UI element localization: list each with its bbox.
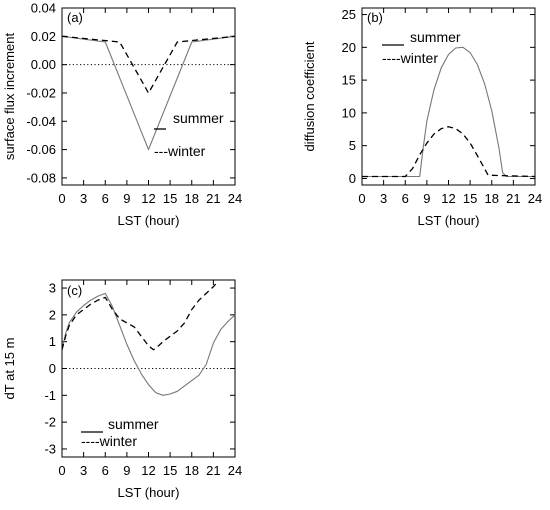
x-tick-label: 21 <box>206 463 220 478</box>
panel-label: (a) <box>67 10 83 25</box>
y-tick-label: 2 <box>49 307 56 322</box>
y-tick-label: -0.04 <box>26 114 56 129</box>
panel-label: (c) <box>67 283 82 298</box>
x-tick-label: 9 <box>123 463 130 478</box>
y-tick-label: 3 <box>49 281 56 296</box>
x-axis-label: LST (hour) <box>118 213 180 228</box>
x-tick-label: 24 <box>228 191 242 206</box>
x-tick-label: 3 <box>380 191 387 206</box>
panel-label: (b) <box>367 10 383 25</box>
x-tick-label: 12 <box>141 191 155 206</box>
x-tick-label: 15 <box>163 463 177 478</box>
y-tick-label: -1 <box>44 388 56 403</box>
y-tick-label: 0.04 <box>31 1 56 16</box>
legend-entry: ----winter <box>382 50 438 66</box>
y-tick-label: 25 <box>342 7 356 22</box>
y-tick-label: 10 <box>342 105 356 120</box>
series-line-winter <box>61 282 218 351</box>
legend-entry: summer <box>173 110 224 126</box>
y-axis-label: dT at 15 m <box>2 338 17 400</box>
legend: summer ---winter <box>154 110 224 159</box>
y-tick-label: 1 <box>49 334 56 349</box>
x-tick-label: 21 <box>506 191 520 206</box>
y-tick-label: -0.06 <box>26 142 56 157</box>
x-tick-label: 6 <box>102 191 109 206</box>
y-tick-label: -2 <box>44 415 56 430</box>
x-tick-label: 9 <box>423 191 430 206</box>
y-tick-label: 20 <box>342 40 356 55</box>
x-tick-label: 24 <box>528 191 542 206</box>
x-tick-label: 3 <box>80 191 87 206</box>
x-tick-label: 21 <box>206 191 220 206</box>
y-axis-label: diffusion coefficient <box>302 41 317 151</box>
x-tick-label: 15 <box>163 191 177 206</box>
legend: summer----winter <box>81 416 159 449</box>
series-line-winter <box>61 35 236 94</box>
x-tick-label: 9 <box>123 191 130 206</box>
series-line-summer <box>61 292 236 396</box>
legend-entry: ----winter <box>81 433 137 449</box>
plot-frame <box>61 7 236 186</box>
series-line-winter <box>362 126 536 178</box>
x-axis-label: LST (hour) <box>418 213 480 228</box>
x-tick-label: 18 <box>185 191 199 206</box>
x-tick-label: 12 <box>441 191 455 206</box>
x-tick-label: 6 <box>102 463 109 478</box>
x-axis-label: LST (hour) <box>118 485 180 500</box>
x-tick-label: 18 <box>485 191 499 206</box>
y-tick-label: 5 <box>349 138 356 153</box>
x-tick-label: 0 <box>358 191 365 206</box>
y-axis-label: surface flux increment <box>2 33 17 161</box>
legend-entry: summer <box>410 29 461 45</box>
x-tick-label: 18 <box>185 463 199 478</box>
x-tick-label: 0 <box>58 463 65 478</box>
series-line-summer <box>362 46 535 178</box>
x-tick-label: 15 <box>463 191 477 206</box>
legend-entry: summer <box>108 416 159 432</box>
y-tick-label: 0 <box>349 171 356 186</box>
x-tick-label: 24 <box>228 463 242 478</box>
panel-a: 0 3 6 9 12 15 18 21 24 -0.08 -0.06 -0.04 -0.02 0.00 0.… <box>2 1 242 229</box>
y-tick-label: 0 <box>49 361 56 376</box>
series-line-summer <box>61 35 236 151</box>
y-tick-label: -0.02 <box>26 85 56 100</box>
legend-entry: ---winter <box>154 143 206 159</box>
x-tick-label: 6 <box>402 191 409 206</box>
y-tick-label: 0.00 <box>31 57 56 72</box>
y-tick-label: -0.08 <box>26 170 56 185</box>
x-tick-label: 0 <box>58 191 65 206</box>
y-tick-label: 0.02 <box>31 29 56 44</box>
x-tick-label: 12 <box>141 463 155 478</box>
y-tick-label: 15 <box>342 73 356 88</box>
legend: summer ----winter <box>382 29 461 66</box>
x-tick-label: 3 <box>80 463 87 478</box>
y-tick-label: -3 <box>44 441 56 456</box>
